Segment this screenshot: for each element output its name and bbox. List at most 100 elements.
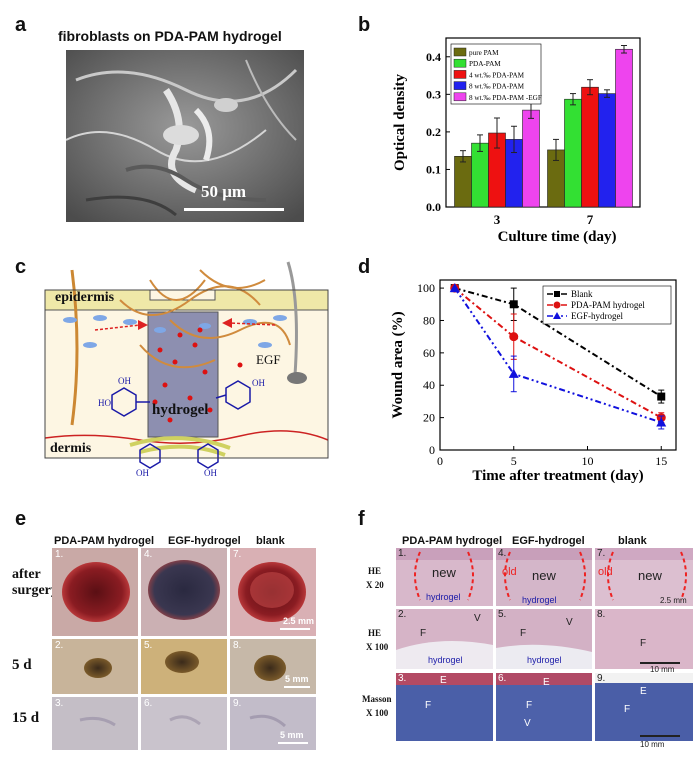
chart-b-ytick-label: 0.1: [426, 162, 441, 176]
chart-d-point: [509, 332, 519, 342]
chart-d-legend-box: [542, 285, 672, 325]
f-tag-e-9: E: [640, 686, 647, 697]
f-row1-stain: HE: [368, 566, 382, 576]
f-tag-hydrogel-4: hydrogel: [522, 595, 557, 605]
f-header-egf: EGF-hydrogel: [512, 535, 585, 547]
panel-e-label: e: [15, 508, 27, 530]
chart-b-frame: [445, 37, 641, 208]
f-row2-stain: HE: [368, 628, 382, 638]
panel-b-label: b: [358, 14, 371, 36]
chart-b-legend-swatch: [453, 70, 467, 79]
chart-d-xtick-label: 15: [655, 454, 667, 468]
chart-b-legend-swatch: [453, 58, 467, 68]
chart-b-legend-label: 4 wt.‰ PDA-PAM: [469, 71, 525, 79]
e-photo-3: [52, 697, 138, 750]
chart-b-ytick-label: 0.0: [426, 200, 441, 214]
f-tag-f-6: F: [526, 700, 533, 711]
f-tag-f-3: F: [425, 700, 432, 711]
chart-b-legend-label: PDA-PAM: [469, 60, 501, 68]
chart-d-legend-marker: [554, 291, 560, 297]
f-tag-hydrogel-1: hydrogel: [426, 592, 461, 602]
e-num-7: 7.: [233, 549, 242, 560]
schematic-oh-label-right: OH: [252, 378, 265, 388]
f-image-8: [595, 609, 693, 669]
chart-d-legend-marker: [553, 312, 561, 319]
sem-texture: [66, 50, 304, 222]
chart-d-legend-label: EGF-hydrogel: [571, 311, 623, 321]
chart-b-legend-swatch: [453, 47, 467, 57]
f-num-7: 7.: [597, 548, 606, 559]
e-num-2: 2.: [55, 640, 64, 651]
chart-d-point: [656, 417, 667, 427]
e-row-after-surgery: after surgery: [12, 567, 58, 598]
chart-d-xtick-label: 5: [511, 454, 517, 468]
e-header-pda: PDA-PAM hydrogel: [54, 535, 155, 547]
chart-d-ytick-label: 0: [429, 443, 435, 457]
schematic-egf-label: EGF: [256, 352, 281, 367]
f-header-blank: blank: [618, 535, 647, 547]
schematic-ho-label: HO: [98, 398, 111, 408]
f-num-3: 3.: [398, 673, 407, 684]
e-row-15d: 15 d: [12, 710, 40, 726]
e-header-blank: blank: [256, 535, 285, 547]
f-num-5: 5.: [498, 609, 507, 620]
chart-b-legend-swatch: [453, 81, 467, 90]
f-tag-new-4: new: [532, 568, 556, 583]
e-scale-row2: 5 mm: [285, 674, 309, 684]
panel-c-label: c: [15, 256, 27, 278]
chart-d-xtick-label: 10: [582, 454, 594, 468]
chart-d-ytick-label: 20: [423, 411, 435, 425]
sem-micrograph: 50 μm: [66, 50, 304, 222]
f-tag-v-2: V: [474, 613, 481, 624]
chart-d-frame: [439, 279, 677, 451]
chart-b-ytick-label: 0.2: [426, 125, 441, 139]
panel-a-label: a: [15, 14, 27, 36]
e-scale-row3: 5 mm: [280, 730, 304, 740]
scale-bar-line: [184, 208, 284, 211]
f-scale-row3: 10 mm: [640, 740, 665, 749]
f-num-8: 8.: [597, 609, 606, 620]
chart-b-ytick-label: 0.3: [426, 87, 441, 101]
e-num-6: 6.: [144, 698, 153, 709]
schematic-oh-label: OH: [118, 376, 131, 386]
schematic-dermis-label: dermis: [50, 441, 92, 456]
chart-d-ytick-label: 60: [423, 346, 435, 360]
f-row1-mag: X 20: [366, 580, 384, 590]
f-tag-old-7: old: [598, 566, 613, 578]
schematic-oh-label-bottom: OH: [136, 468, 149, 478]
f-tag-f-8: F: [640, 638, 647, 649]
sem-scale-bar-label: 50 μm: [201, 182, 247, 201]
f-num-4: 4.: [498, 548, 507, 559]
e-header-egf: EGF-hydrogel: [168, 535, 241, 547]
e-photo-6: [141, 697, 227, 750]
schematic-epidermis-label: epidermis: [55, 290, 115, 305]
f-tag-f-5: F: [520, 628, 527, 639]
chart-d-ytick-label: 40: [423, 378, 435, 392]
chart-d-legend-marker: [553, 301, 561, 309]
f-tag-hydrogel-2: hydrogel: [428, 655, 463, 665]
f-tag-old-4: old: [502, 566, 517, 578]
f-tag-e-6: E: [543, 677, 550, 688]
chart-d-point: [449, 283, 460, 293]
chart-d-xtick-label: 0: [437, 454, 443, 468]
f-row2-mag: X 100: [366, 642, 389, 652]
e-num-8: 8.: [233, 640, 242, 651]
chart-b-legend-label: 8 wt.‰ PDA-PAM: [469, 83, 525, 91]
e-num-9: 9.: [233, 698, 242, 709]
e-num-1: 1.: [55, 549, 64, 560]
chart-d-ytick-label: 100: [417, 281, 435, 295]
chart-d-point: [657, 392, 666, 401]
chart-b-legend-label: 8 wt.‰ PDA-PAM -EGF: [469, 94, 542, 102]
chart-b-ylabel: Optical density: [392, 73, 408, 171]
panel-f-label: f: [358, 508, 365, 530]
chart-d-point: [509, 300, 518, 309]
chart-b-xlabel: Culture time (day): [498, 229, 617, 245]
e-num-4: 4.: [144, 549, 153, 560]
chart-d-legend-label: PDA-PAM hydrogel: [571, 300, 645, 310]
panel-a-title: fibroblasts on PDA-PAM hydrogel: [58, 28, 282, 44]
